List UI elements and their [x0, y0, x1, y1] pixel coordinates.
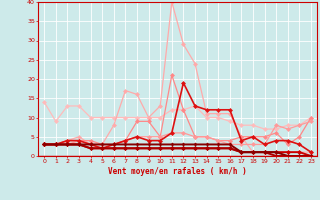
X-axis label: Vent moyen/en rafales ( km/h ): Vent moyen/en rafales ( km/h ): [108, 167, 247, 176]
